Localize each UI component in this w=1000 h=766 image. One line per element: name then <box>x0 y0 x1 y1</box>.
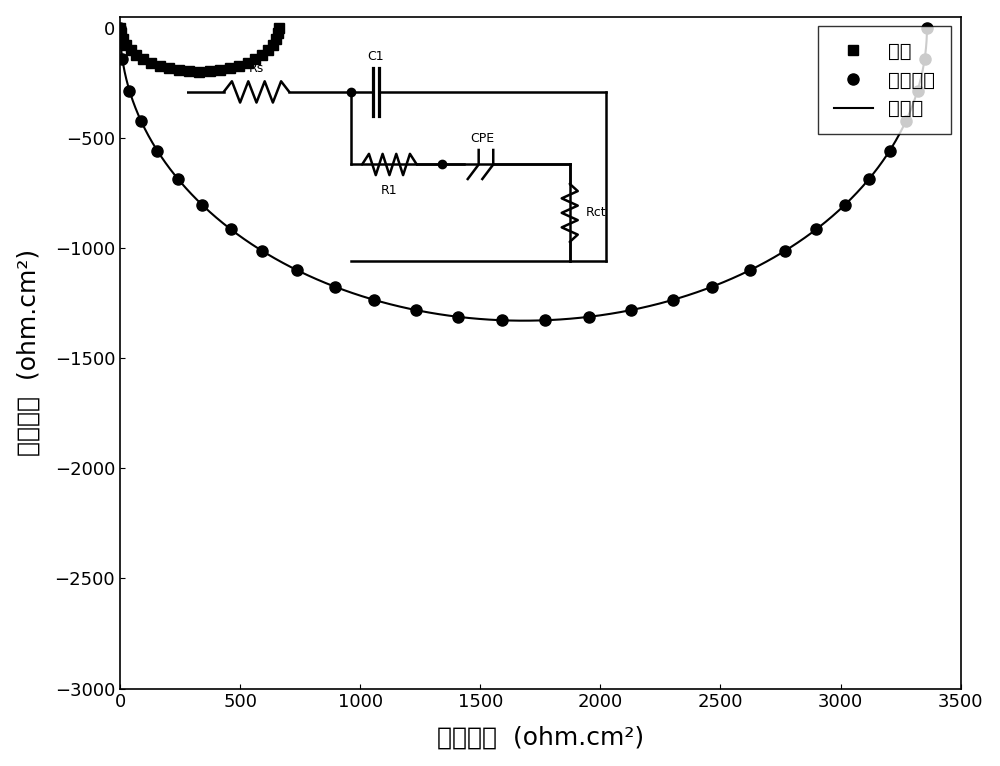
空白 <box>204 67 216 76</box>
含缓蚀剂 <box>114 23 126 32</box>
空白 <box>214 66 226 75</box>
空白 <box>267 40 279 49</box>
空白 <box>224 64 236 73</box>
空白 <box>273 23 285 32</box>
含缓蚀剂 <box>667 295 679 304</box>
含缓蚀剂 <box>452 313 464 322</box>
空白 <box>154 61 166 70</box>
含缓蚀剂 <box>256 247 268 256</box>
含缓蚀剂 <box>496 316 508 325</box>
空白 <box>262 45 274 54</box>
空白 <box>256 50 268 59</box>
空白 <box>115 29 127 38</box>
空白 <box>120 40 132 49</box>
含缓蚀剂 <box>912 86 924 95</box>
含缓蚀剂 <box>583 313 595 322</box>
Legend: 空白, 含缓蚀剂, 拟合线: 空白, 含缓蚀剂, 拟合线 <box>818 26 951 134</box>
空白 <box>173 66 185 75</box>
Y-axis label: 阻抗虚部  (ohm.cm²): 阻抗虚部 (ohm.cm²) <box>17 249 41 457</box>
含缓蚀剂 <box>921 23 933 32</box>
含缓蚀剂 <box>919 54 931 64</box>
空白 <box>137 54 149 64</box>
含缓蚀剂 <box>410 306 422 315</box>
含缓蚀剂 <box>539 316 551 325</box>
空白 <box>193 67 205 77</box>
含缓蚀剂 <box>123 86 135 95</box>
含缓蚀剂 <box>706 282 718 291</box>
空白 <box>130 50 142 59</box>
空白 <box>272 29 284 38</box>
Line: 空白: 空白 <box>115 23 283 77</box>
含缓蚀剂 <box>329 282 341 291</box>
空白 <box>117 34 129 44</box>
Line: 含缓蚀剂: 含缓蚀剂 <box>114 22 933 326</box>
含缓蚀剂 <box>810 224 822 234</box>
X-axis label: 阻抗实部  (ohm.cm²): 阻抗实部 (ohm.cm²) <box>437 725 644 749</box>
含缓蚀剂 <box>779 247 791 256</box>
含缓蚀剂 <box>884 146 896 155</box>
含缓蚀剂 <box>196 201 208 210</box>
含缓蚀剂 <box>368 295 380 304</box>
含缓蚀剂 <box>900 116 912 126</box>
含缓蚀剂 <box>291 266 303 275</box>
空白 <box>249 54 261 64</box>
含缓蚀剂 <box>625 306 637 315</box>
空白 <box>183 67 195 76</box>
含缓蚀剂 <box>172 174 184 183</box>
含缓蚀剂 <box>744 266 756 275</box>
含缓蚀剂 <box>225 224 237 234</box>
含缓蚀剂 <box>135 116 147 126</box>
空白 <box>145 58 157 67</box>
含缓蚀剂 <box>863 174 875 183</box>
空白 <box>163 64 175 73</box>
空白 <box>270 34 282 44</box>
含缓蚀剂 <box>116 54 128 64</box>
含缓蚀剂 <box>151 146 163 155</box>
含缓蚀剂 <box>839 201 851 210</box>
空白 <box>233 61 245 70</box>
空白 <box>114 23 126 32</box>
空白 <box>125 45 137 54</box>
空白 <box>242 58 254 67</box>
